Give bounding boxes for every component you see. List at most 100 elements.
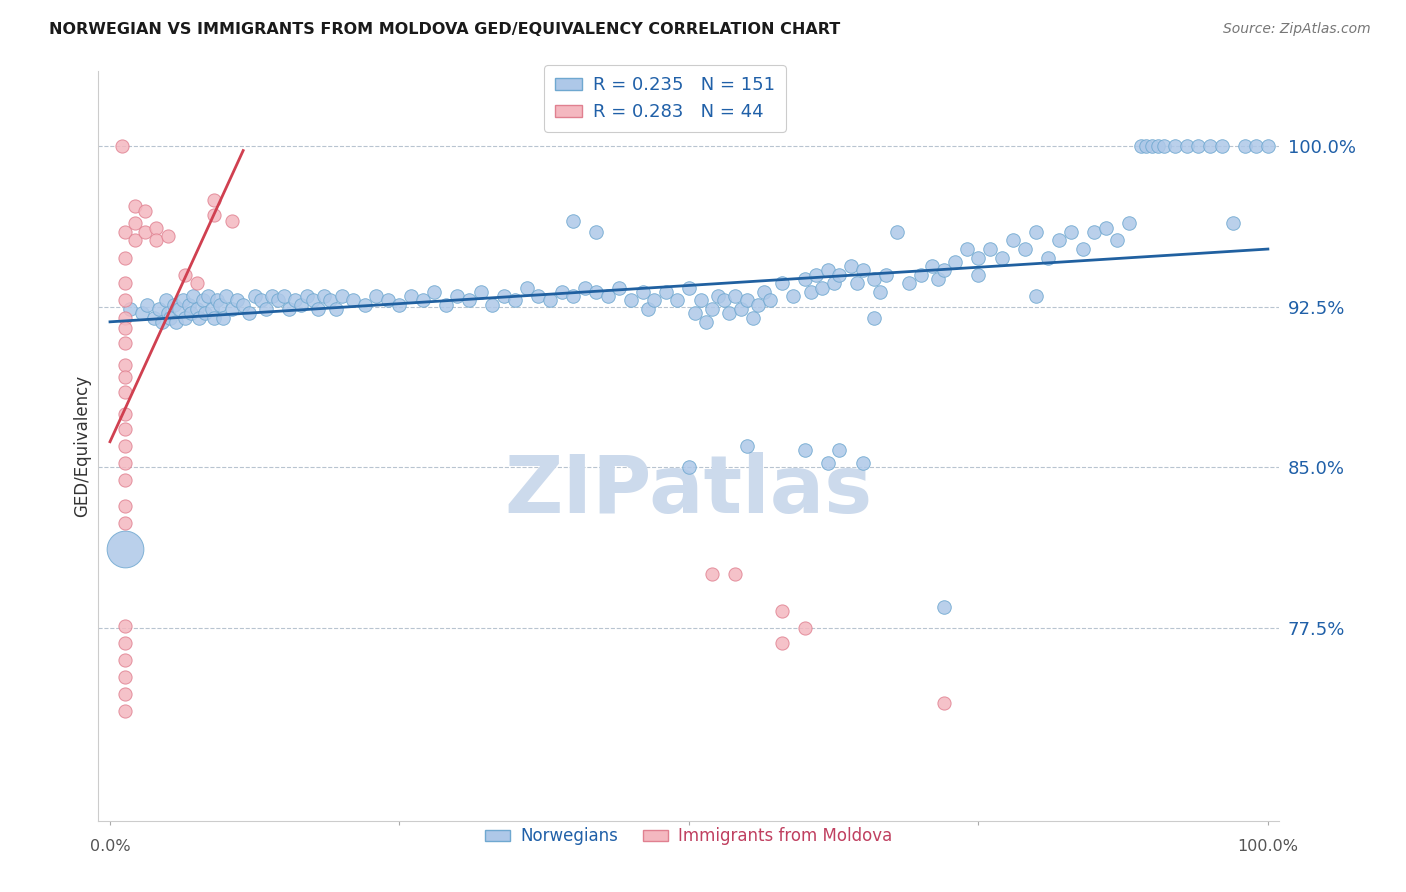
Point <box>273 289 295 303</box>
Point <box>254 301 277 316</box>
Point <box>290 298 312 312</box>
Point <box>377 293 399 308</box>
Point <box>1025 289 1047 303</box>
Text: Source: ZipAtlas.com: Source: ZipAtlas.com <box>1223 22 1371 37</box>
Point <box>689 293 711 308</box>
Point <box>1257 139 1279 153</box>
Point <box>839 259 862 273</box>
Point <box>713 293 735 308</box>
Point <box>114 516 136 530</box>
Point <box>114 277 136 291</box>
Point <box>1222 216 1244 230</box>
Point <box>202 310 225 325</box>
Point <box>596 289 619 303</box>
Point <box>114 687 136 701</box>
Point <box>114 705 136 719</box>
Point <box>1175 139 1198 153</box>
Point <box>741 310 763 325</box>
Point <box>194 306 217 320</box>
Point <box>188 310 211 325</box>
Point <box>124 199 146 213</box>
Point <box>388 298 411 312</box>
Point <box>243 289 266 303</box>
Point <box>793 443 815 458</box>
Point <box>319 293 342 308</box>
Point <box>1025 225 1047 239</box>
Point <box>852 456 875 470</box>
Point <box>678 280 700 294</box>
Point <box>932 599 955 614</box>
Point <box>875 268 897 282</box>
Point <box>724 289 747 303</box>
Point <box>165 315 187 329</box>
Point <box>538 293 561 308</box>
Point <box>114 293 136 308</box>
Point <box>434 298 457 312</box>
Point <box>585 285 607 299</box>
Point <box>492 289 515 303</box>
Point <box>747 298 769 312</box>
Point <box>159 310 181 325</box>
Point <box>979 242 1001 256</box>
Point <box>124 216 146 230</box>
Point <box>180 306 202 320</box>
Point <box>470 285 492 299</box>
Point <box>412 293 434 308</box>
Point <box>562 289 585 303</box>
Point <box>1014 242 1036 256</box>
Point <box>150 315 173 329</box>
Point <box>643 293 665 308</box>
Point <box>249 293 271 308</box>
Point <box>174 310 197 325</box>
Point <box>114 619 136 633</box>
Point <box>114 370 136 384</box>
Point <box>114 358 136 372</box>
Point <box>114 422 136 436</box>
Point <box>863 272 886 286</box>
Point <box>897 277 920 291</box>
Point <box>845 277 868 291</box>
Point <box>155 293 177 308</box>
Point <box>114 499 136 513</box>
Point <box>267 293 290 308</box>
Point <box>134 203 156 218</box>
Point <box>927 272 949 286</box>
Point <box>131 306 153 320</box>
Point <box>666 293 689 308</box>
Point <box>683 306 706 320</box>
Point <box>863 310 886 325</box>
Point <box>114 225 136 239</box>
Point <box>114 653 136 667</box>
Point <box>295 289 318 303</box>
Point <box>301 293 323 308</box>
Point <box>956 242 979 256</box>
Point <box>869 285 891 299</box>
Point <box>114 385 136 400</box>
Point <box>886 225 908 239</box>
Point <box>516 280 538 294</box>
Point <box>212 310 235 325</box>
Point <box>770 604 793 618</box>
Point <box>700 301 723 316</box>
Point <box>754 285 776 299</box>
Point <box>967 268 990 282</box>
Point <box>550 285 572 299</box>
Point <box>1153 139 1175 153</box>
Point <box>143 310 166 325</box>
Point <box>124 234 146 248</box>
Point <box>1094 220 1116 235</box>
Point <box>134 225 156 239</box>
Point <box>932 263 955 277</box>
Point <box>562 214 585 228</box>
Text: ZIPatlas: ZIPatlas <box>505 452 873 530</box>
Point <box>700 567 723 582</box>
Point <box>1187 139 1209 153</box>
Point <box>221 214 243 228</box>
Point <box>208 298 231 312</box>
Point <box>921 259 943 273</box>
Point <box>943 255 966 269</box>
Point <box>458 293 481 308</box>
Point <box>202 193 225 207</box>
Point <box>1107 234 1129 248</box>
Point <box>1129 139 1152 153</box>
